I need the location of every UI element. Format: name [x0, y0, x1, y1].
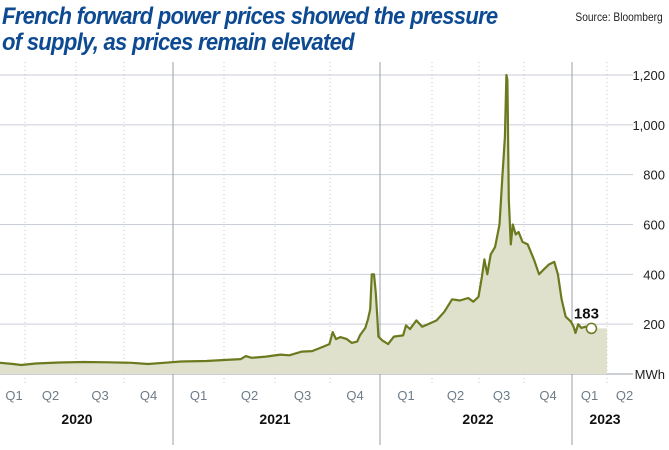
chart-title: French forward power prices showed the p… [2, 3, 498, 56]
y-tick-label: 200 [643, 317, 665, 332]
area-fill [0, 75, 607, 374]
last-value-label: 183 [574, 305, 599, 322]
quarter-label: Q1 [581, 388, 598, 403]
quarter-label: Q2 [447, 388, 464, 403]
source-note: Source: Bloomberg [575, 10, 663, 24]
year-label: 2022 [462, 411, 493, 427]
y-tick-label: 600 [643, 218, 665, 233]
quarter-label: Q1 [397, 388, 414, 403]
y-unit-label: MWh [635, 367, 665, 382]
quarter-label: Q4 [539, 388, 556, 403]
y-tick-label: 400 [643, 267, 665, 282]
quarter-label: Q1 [190, 388, 207, 403]
quarter-label: Q1 [5, 388, 22, 403]
quarter-label: Q2 [241, 388, 258, 403]
y-tick-label: 800 [643, 168, 665, 183]
year-label: 2023 [589, 411, 620, 427]
quarter-label: Q3 [294, 388, 311, 403]
series-line [0, 73, 592, 367]
last-value-marker [585, 322, 598, 335]
quarter-label: Q2 [42, 388, 59, 403]
y-tick-label: 1,200 [632, 68, 665, 83]
quarter-label: Q2 [616, 388, 633, 403]
y-tick-label: 1,000 [632, 118, 665, 133]
year-label: 2020 [61, 411, 92, 427]
quarter-label: Q3 [91, 388, 108, 403]
quarter-label: Q4 [140, 388, 157, 403]
year-label: 2021 [259, 411, 290, 427]
quarter-label: Q4 [346, 388, 363, 403]
quarter-label: Q3 [493, 388, 510, 403]
